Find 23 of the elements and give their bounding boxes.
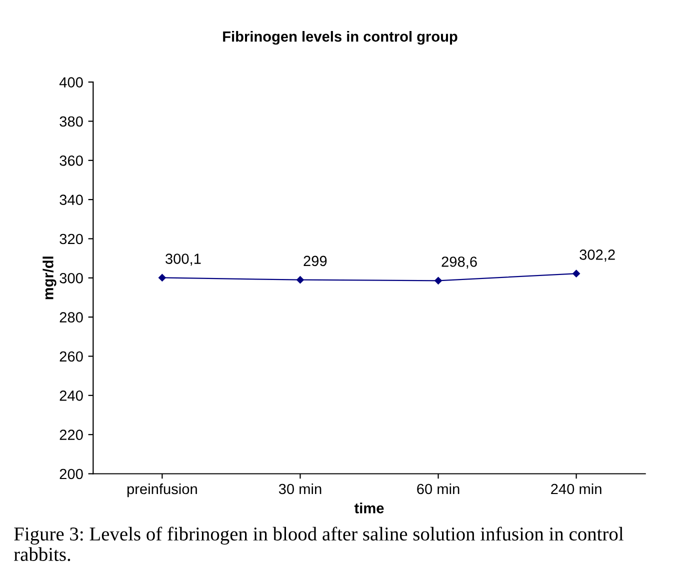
caption: Figure 3: Levels of fibrinogen in blood after saline solution infusion in control rabbits. — [14, 526, 624, 562]
y-tick-label: 340 — [60, 194, 83, 205]
y-tick-label: 280 — [60, 312, 83, 322]
y-tick-label: 200 — [60, 468, 83, 480]
y-axis-title: mgr/dl — [42, 256, 56, 300]
y-tick-label: 400 — [59, 77, 83, 88]
y-tick-label: 320 — [60, 234, 83, 244]
data-label: 298,6 — [442, 256, 477, 269]
y-tick-label: 260 — [60, 351, 83, 362]
x-tick-label: preinfusion — [127, 483, 197, 498]
x-tick-label: 30 min — [278, 483, 322, 494]
y-tick-label: 240 — [60, 390, 83, 401]
y-tick-label: 360 — [60, 156, 83, 166]
y-tick-label: 220 — [60, 430, 83, 440]
chart-title: Fibrinogen levels in control group — [223, 31, 458, 45]
data-label: 300,1 — [166, 254, 201, 266]
x-tick-label: 240 min — [551, 483, 602, 494]
x-tick-label: 60 min — [417, 483, 460, 494]
y-tick-label: 380 — [60, 116, 83, 127]
x-axis-title: time — [354, 502, 384, 514]
data-label: 299 — [304, 256, 327, 266]
data-label: 302,2 — [580, 250, 615, 262]
y-tick-label: 300 — [60, 273, 83, 284]
